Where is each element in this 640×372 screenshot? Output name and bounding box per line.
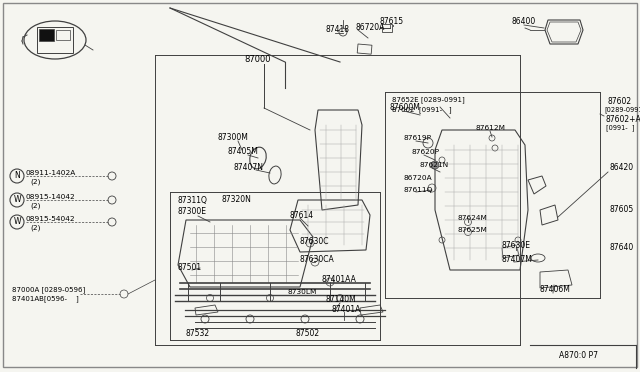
Text: 87630CA: 87630CA	[300, 256, 335, 264]
Circle shape	[431, 161, 439, 169]
Text: 08915-54042: 08915-54042	[26, 216, 76, 222]
Text: 87000: 87000	[244, 55, 271, 64]
Text: W: W	[13, 218, 20, 227]
Text: 08915-14042: 08915-14042	[26, 194, 76, 200]
Text: N: N	[14, 171, 20, 180]
Text: 87652E [0289-0991]: 87652E [0289-0991]	[392, 97, 465, 103]
Text: 86720A: 86720A	[355, 23, 385, 32]
Text: A870:0 P7: A870:0 P7	[559, 351, 598, 360]
Text: 87532: 87532	[186, 330, 210, 339]
Text: 87640: 87640	[610, 244, 634, 253]
Text: 87605: 87605	[610, 205, 634, 215]
Text: 87624M: 87624M	[458, 215, 488, 221]
Text: 87602: 87602	[608, 97, 632, 106]
Text: 87401A: 87401A	[332, 305, 362, 314]
Text: 87418: 87418	[325, 26, 349, 35]
Text: 87311Q: 87311Q	[178, 196, 208, 205]
Text: 87602  [0991-   ]: 87602 [0991- ]	[392, 107, 452, 113]
Text: W: W	[13, 196, 20, 205]
Bar	[39, 29, 54, 41]
Bar	[357, 44, 372, 54]
Text: [0991-  ]: [0991- ]	[606, 125, 634, 131]
Text: 87401AA: 87401AA	[322, 276, 357, 285]
Text: 87502: 87502	[296, 330, 320, 339]
Text: 87406M: 87406M	[540, 285, 571, 295]
Text: 87600M: 87600M	[390, 103, 421, 112]
Text: 87630E: 87630E	[502, 241, 531, 250]
Text: 87407N: 87407N	[234, 164, 264, 173]
Text: 87614: 87614	[290, 211, 314, 219]
Bar	[56, 30, 70, 40]
Bar	[37, 27, 73, 53]
Text: 86420: 86420	[610, 164, 634, 173]
Text: [0289-0991]: [0289-0991]	[604, 107, 640, 113]
Text: 87320N: 87320N	[222, 196, 252, 205]
Text: 87611Q: 87611Q	[404, 187, 433, 193]
Text: 87401AB[0596-    ]: 87401AB[0596- ]	[12, 296, 79, 302]
Text: 86720A: 86720A	[404, 175, 433, 181]
Text: 87000A [0289-0596]: 87000A [0289-0596]	[12, 286, 85, 294]
Text: 8730LM: 8730LM	[288, 289, 317, 295]
Text: 87615: 87615	[380, 17, 404, 26]
Text: 87405M: 87405M	[228, 148, 259, 157]
Text: 87300E: 87300E	[178, 208, 207, 217]
Text: 87619P: 87619P	[404, 135, 432, 141]
Text: (2): (2)	[30, 225, 40, 231]
Text: 86400: 86400	[512, 17, 536, 26]
Text: 87407M: 87407M	[502, 256, 533, 264]
Bar	[382, 24, 392, 32]
Text: 87140M: 87140M	[326, 295, 356, 305]
Text: (2): (2)	[30, 179, 40, 185]
Text: 87300M: 87300M	[218, 134, 249, 142]
Text: 87612M: 87612M	[476, 125, 506, 131]
Text: 87625M: 87625M	[458, 227, 488, 233]
Text: 87501: 87501	[178, 263, 202, 273]
Text: 08911-1402A: 08911-1402A	[26, 170, 76, 176]
Text: 87630C: 87630C	[300, 237, 330, 247]
Text: 87621N: 87621N	[420, 162, 449, 168]
Text: 87620P: 87620P	[412, 149, 440, 155]
Text: (2): (2)	[30, 203, 40, 209]
Text: 87602+A: 87602+A	[606, 115, 640, 125]
